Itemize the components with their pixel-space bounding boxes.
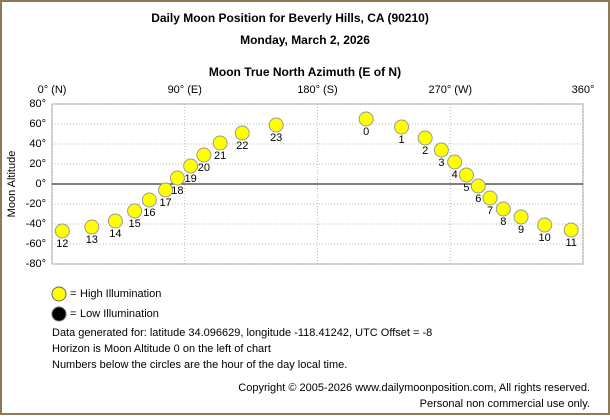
note: Data generated for: latitude 34.096629, … [52, 327, 432, 339]
legend-label: High Illumination [80, 288, 161, 300]
hour-label: 22 [236, 140, 248, 152]
hour-label: 13 [86, 234, 98, 246]
hour-label: 2 [422, 145, 428, 157]
moon-point [495, 201, 511, 217]
hour-label: 18 [171, 185, 183, 197]
hour-label: 23 [270, 132, 282, 144]
hour-label: 11 [565, 237, 576, 249]
moon-point [158, 182, 174, 198]
moon-point [458, 167, 474, 183]
moon-point [107, 213, 123, 229]
hour-label: 3 [438, 157, 444, 169]
y-tick-label: 60° [29, 118, 46, 130]
moon-point [513, 209, 529, 225]
y-tick-label: 40° [29, 138, 46, 150]
hour-label: 6 [475, 193, 481, 205]
hour-label: 16 [143, 207, 155, 219]
moon-point [212, 135, 228, 151]
hour-label: 7 [487, 205, 493, 217]
hour-label: 4 [452, 169, 458, 181]
x-tick-label: 0° (N) [38, 84, 67, 96]
x-tick-label: 360° [572, 84, 595, 96]
moon-point [234, 125, 250, 141]
moon-point [394, 119, 410, 135]
hour-label: 19 [185, 173, 197, 185]
y-tick-label: -60° [26, 238, 46, 250]
moon-point [84, 219, 100, 235]
moon-point [54, 223, 70, 239]
moon-point [417, 130, 433, 146]
hour-label: 0 [363, 126, 369, 138]
hour-label: 12 [56, 238, 68, 250]
hour-label: 21 [214, 150, 226, 162]
chart-title: Daily Moon Position for Beverly Hills, C… [151, 11, 429, 25]
x-tick-label: 180° (S) [297, 84, 337, 96]
hour-label: 9 [518, 224, 524, 236]
legend-label: Low Illumination [80, 308, 159, 320]
y-tick-label: 0° [35, 178, 46, 190]
moon-point [470, 178, 486, 194]
moon-point [268, 117, 284, 133]
moon-point [563, 222, 579, 238]
legend-eq: = [70, 308, 76, 320]
y-tick-label: -80° [26, 258, 46, 270]
hour-label: 15 [128, 218, 140, 230]
x-tick-label: 90° (E) [168, 84, 202, 96]
hour-label: 5 [463, 182, 469, 194]
hour-label: 14 [109, 228, 121, 240]
moon-point [127, 203, 143, 219]
copyright: Personal non commercial use only. [420, 398, 590, 410]
moon-point [482, 190, 498, 206]
hour-label: 10 [539, 232, 551, 244]
hour-label: 8 [500, 216, 506, 228]
legend-marker [51, 286, 67, 302]
legend-eq: = [70, 288, 76, 300]
y-tick-label: -40° [26, 218, 46, 230]
moon-point [141, 192, 157, 208]
copyright: Copyright © 2005-2026 www.dailymoonposit… [238, 382, 590, 394]
x-axis-title: Moon True North Azimuth (E of N) [209, 65, 401, 79]
moon-point [169, 170, 185, 186]
note: Numbers below the circles are the hour o… [52, 359, 347, 371]
y-tick-label: 80° [29, 98, 46, 110]
moon-point [537, 217, 553, 233]
note: Horizon is Moon Altitude 0 on the left o… [52, 343, 271, 355]
y-axis-title: Moon Altitude [6, 151, 18, 218]
hour-label: 20 [198, 162, 210, 174]
moon-point [447, 154, 463, 170]
moon-point [196, 147, 212, 163]
moon-point [358, 111, 374, 127]
moon-point [183, 158, 199, 174]
chart-subtitle: Monday, March 2, 2026 [240, 33, 370, 47]
hour-label: 1 [399, 134, 405, 146]
x-tick-label: 270° (W) [428, 84, 472, 96]
legend-marker [51, 306, 67, 322]
hour-label: 17 [159, 197, 171, 209]
y-tick-label: -20° [26, 198, 46, 210]
moon-point [433, 142, 449, 158]
y-tick-label: 20° [29, 158, 46, 170]
